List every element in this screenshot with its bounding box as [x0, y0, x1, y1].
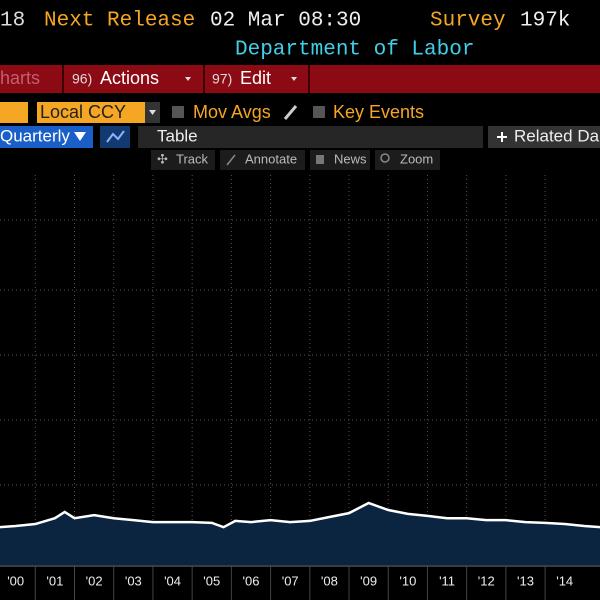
- track: Track: [176, 151, 209, 166]
- separator: [62, 65, 64, 93]
- edit-menu[interactable]: Edit: [240, 68, 271, 88]
- mov-avgs: Mov Avgs: [193, 102, 271, 122]
- related-box[interactable]: [488, 126, 600, 148]
- dropdown-arrow: [74, 132, 86, 141]
- x-tick-label: '06: [243, 573, 260, 588]
- tab-bar: [138, 126, 483, 148]
- separator: [308, 65, 310, 93]
- x-tick-label: '08: [321, 573, 338, 588]
- line: [0, 501, 600, 529]
- actions-menu[interactable]: Actions: [100, 68, 159, 88]
- news-button[interactable]: [310, 150, 370, 170]
- checkbox[interactable]: [313, 106, 325, 118]
- annotate-button[interactable]: [220, 150, 305, 170]
- x-axis-strip: [0, 565, 600, 600]
- checkbox[interactable]: [172, 106, 184, 118]
- x-tick-label: '13: [517, 573, 534, 588]
- period: Quarterly: [0, 126, 70, 145]
- related: Related Da: [514, 126, 600, 145]
- annotate: Annotate: [245, 151, 297, 166]
- x-tick-label: '12: [478, 573, 495, 588]
- field-box[interactable]: [0, 102, 28, 123]
- x-tick-label: '00: [7, 573, 24, 588]
- separator: [203, 65, 205, 93]
- menu-bar: [0, 65, 600, 93]
- survey-label: Survey: [430, 10, 506, 33]
- x-tick-label: '03: [125, 573, 142, 588]
- track-button[interactable]: [151, 150, 215, 170]
- x-tick-label: '14: [556, 573, 573, 588]
- x-axis-labels: '00 '01 '02 '03 '04 '05 '06 '07 '08 '09 '10 '11 '12 '…: [7, 565, 573, 600]
- header-fragment: 18: [0, 10, 25, 33]
- survey: 197k: [520, 10, 570, 33]
- source: Department of Labor: [235, 39, 474, 62]
- table-tab[interactable]: Table: [157, 126, 198, 145]
- zoom-button[interactable]: [375, 150, 440, 170]
- zoom-icon: [380, 153, 390, 163]
- currency: Local CCY: [40, 102, 126, 122]
- plot: [0, 175, 600, 565]
- chart-icon: [106, 130, 125, 143]
- zoom: Zoom: [400, 151, 433, 166]
- x-tick-label: '02: [86, 573, 103, 588]
- x-tick-label: '11: [439, 573, 455, 588]
- next-release: 02 Mar 08:30: [210, 10, 361, 33]
- x-tick-label: '09: [360, 573, 377, 588]
- track-icon: ✣: [157, 151, 168, 166]
- key-events: Key Events: [333, 102, 424, 122]
- dropdown-arrow: [149, 110, 156, 115]
- next-release-label: Next Release: [44, 10, 195, 33]
- x-tick-label: '05: [203, 573, 220, 588]
- currency-box[interactable]: [37, 102, 145, 123]
- actions-number: 96): [72, 71, 92, 87]
- news-icon: [316, 155, 324, 164]
- pencil-icon[interactable]: [283, 105, 298, 120]
- period-box[interactable]: [0, 126, 93, 148]
- x-tick-label: '10: [399, 573, 416, 588]
- dropdown-arrow: [291, 77, 297, 81]
- annotate-icon: [226, 154, 236, 166]
- charts-menu[interactable]: harts: [0, 68, 40, 88]
- dropdown-arrow: [185, 77, 191, 81]
- x-tick-label: '01: [46, 573, 63, 588]
- edit-number: 97): [212, 71, 232, 87]
- x-tick-label: '07: [282, 573, 299, 588]
- news: News: [334, 151, 367, 166]
- plus-icon: [497, 132, 507, 142]
- x-tick-label: '04: [164, 573, 181, 588]
- horizontal-grid: [0, 219, 600, 486]
